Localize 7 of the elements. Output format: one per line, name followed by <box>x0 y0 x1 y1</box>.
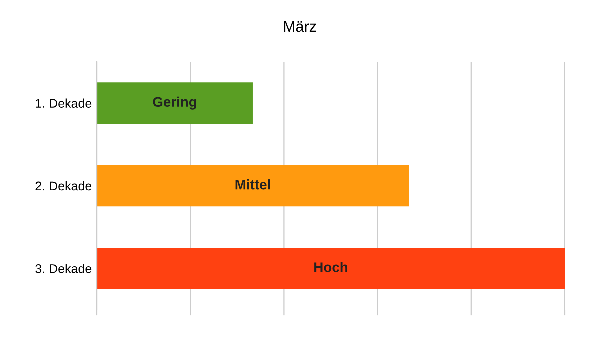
chart-title: März <box>284 21 316 32</box>
y-tick-label: 3. Dekade <box>36 264 92 274</box>
annotation: Mittel <box>236 180 270 190</box>
y-tick-label: 2. Dekade <box>36 181 92 191</box>
annotation: Hoch <box>314 262 348 272</box>
annotation: Gering <box>153 96 196 110</box>
y-tick-label: 1. Dekade <box>36 98 92 108</box>
